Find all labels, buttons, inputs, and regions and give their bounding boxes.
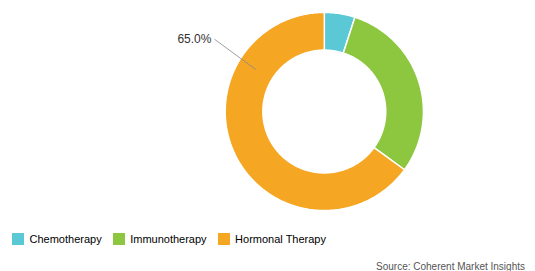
html-text:Chemotherapy: Chemotherapy	[29, 232, 102, 245]
svg-text:65.0%: 65.0%	[177, 32, 211, 46]
html-text:Immunotherapy: Immunotherapy	[130, 232, 207, 245]
html-text:Hormonal Therapy: Hormonal Therapy	[235, 232, 326, 245]
html-text:Source: Coherent Market Insigh: Source: Coherent Market Insights	[376, 260, 525, 271]
